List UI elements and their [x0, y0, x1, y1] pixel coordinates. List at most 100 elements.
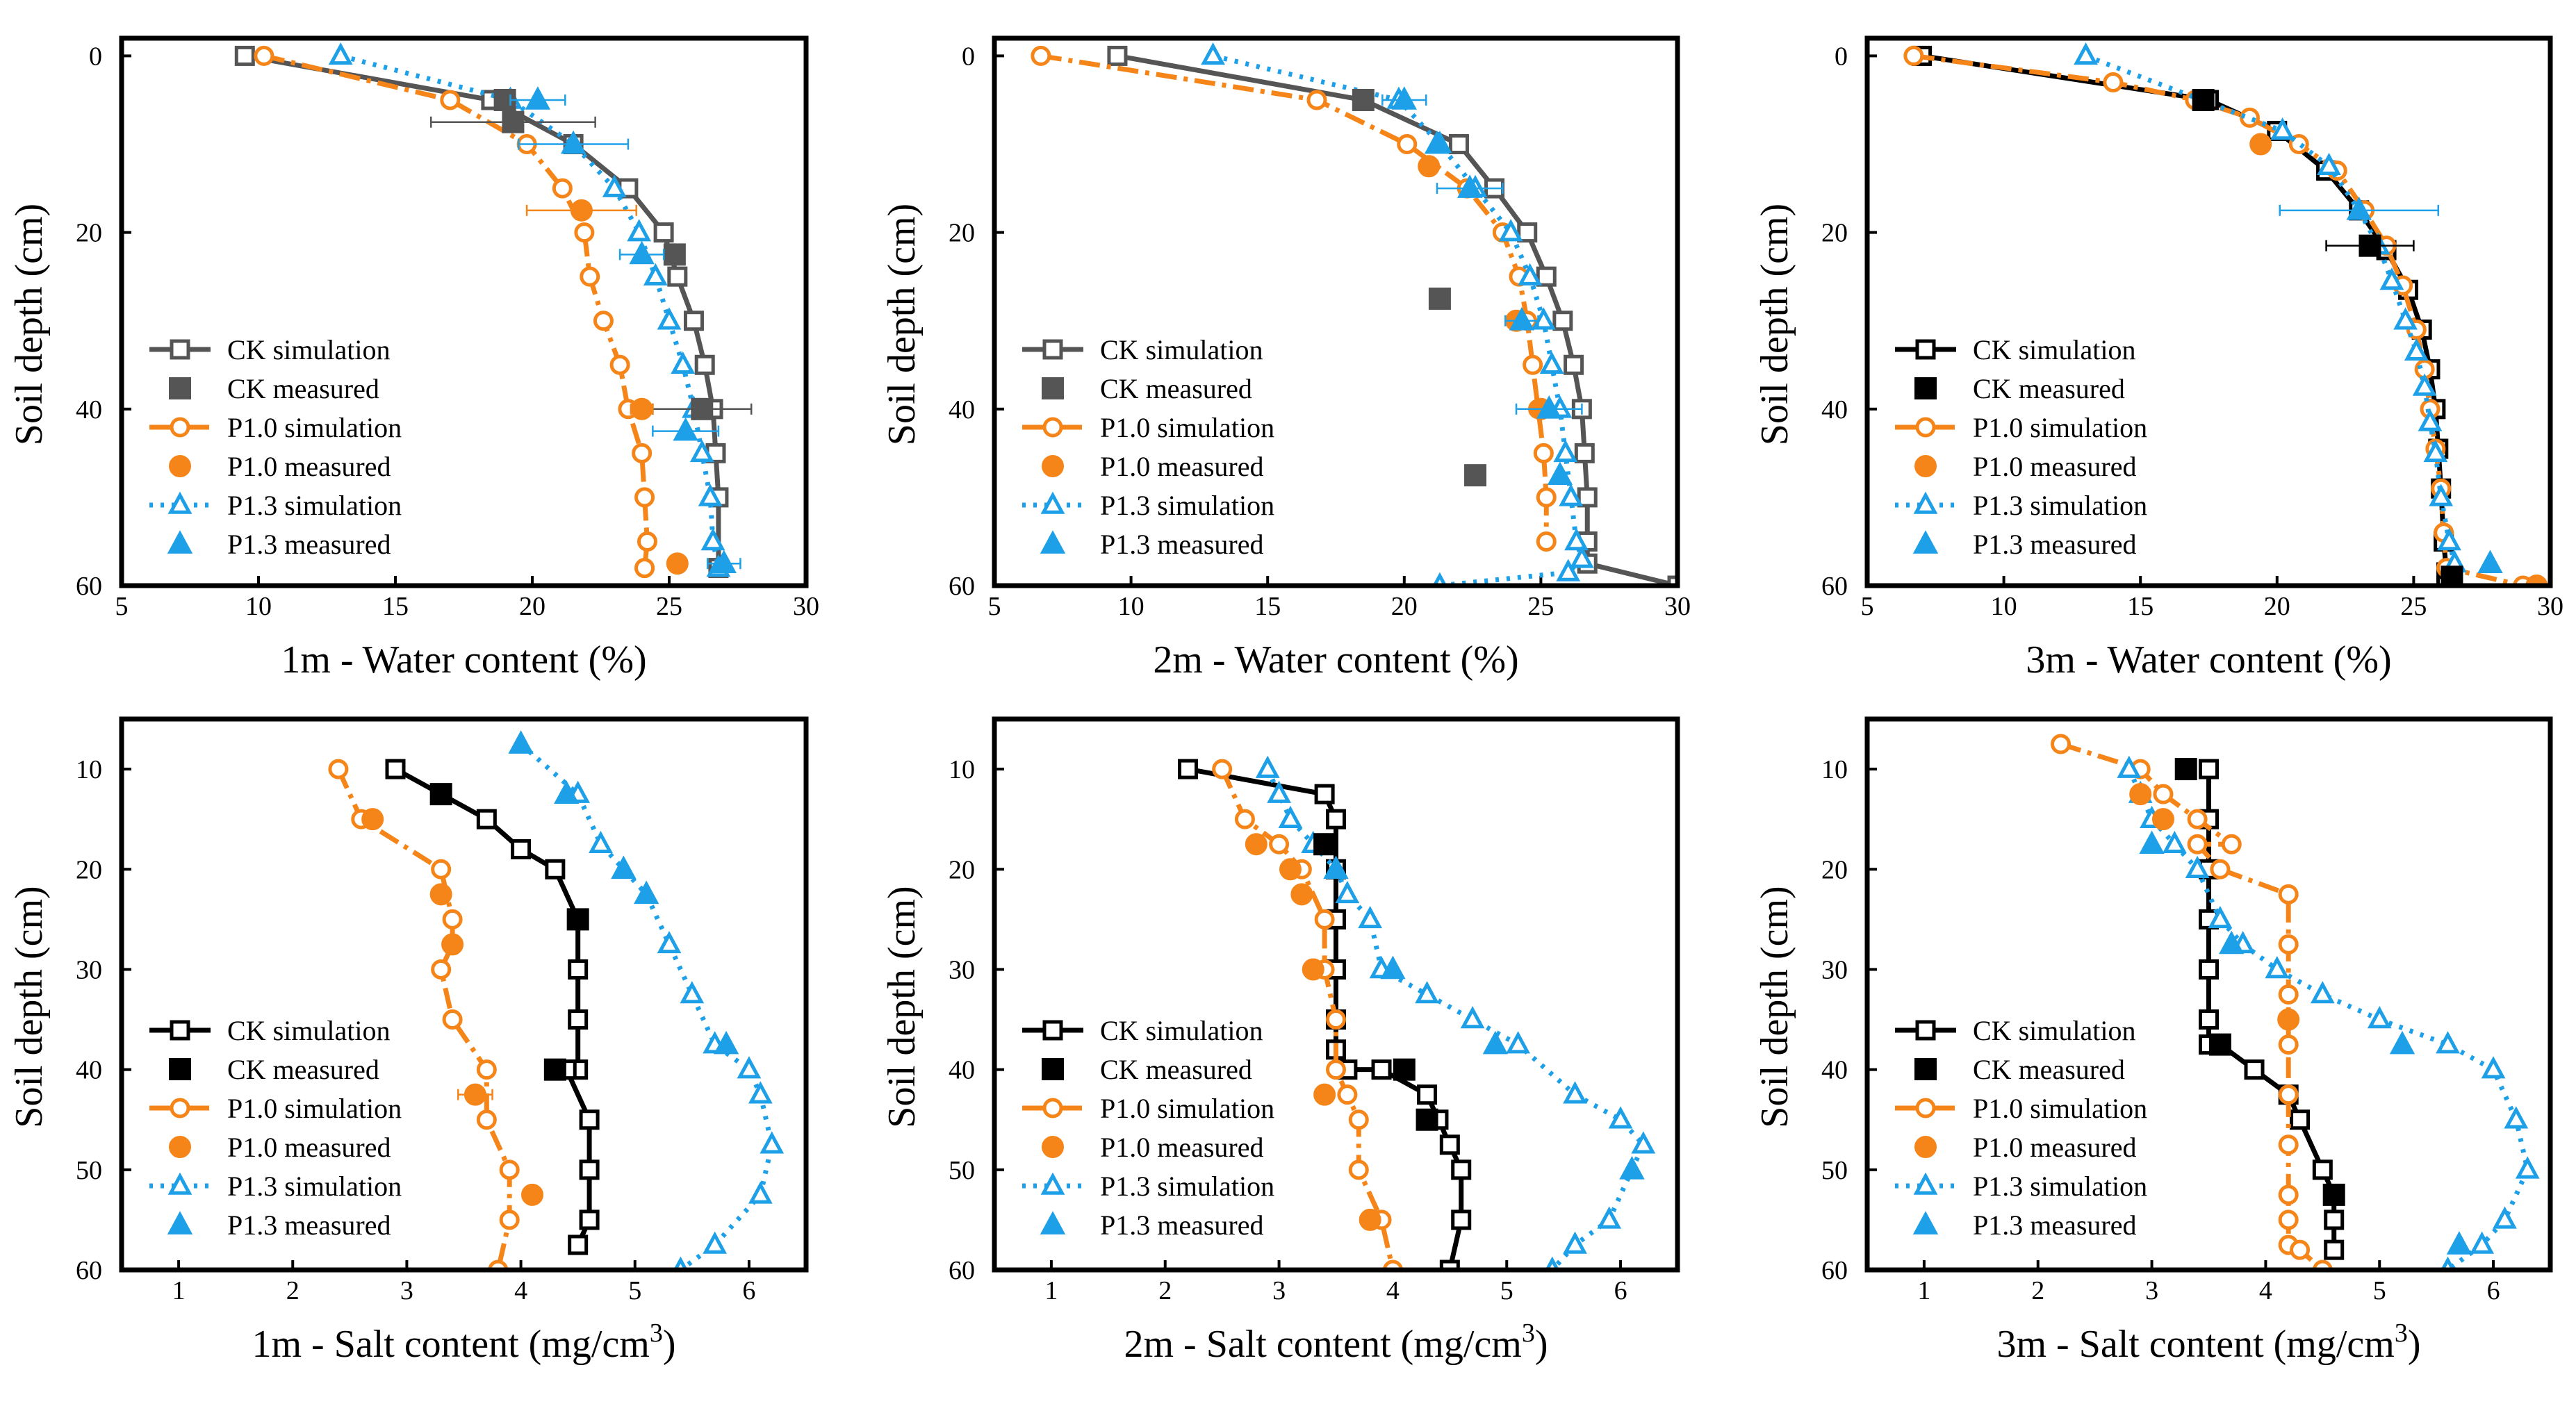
data-point: [568, 1009, 589, 1030]
data-point: [2162, 830, 2187, 853]
data-point: [502, 110, 525, 133]
x-tick-label: 1: [1044, 1276, 1058, 1305]
y-tick-label: 40: [76, 395, 102, 424]
data-point: [2525, 575, 2548, 586]
data-point: [2187, 809, 2208, 829]
series-p1-3-measured: [2279, 197, 2503, 574]
data-point: [1178, 759, 1199, 779]
data-point: [700, 528, 725, 551]
legend-marker: [1042, 339, 1063, 360]
data-point: [2429, 484, 2454, 506]
data-point: [1326, 1009, 1346, 1030]
data-point: [1358, 905, 1383, 929]
data-point: [748, 1081, 773, 1104]
data-point: [361, 808, 384, 831]
data-point: [431, 959, 452, 980]
data-point: [1556, 559, 1581, 581]
series-p1-0-measured: [1245, 833, 1381, 1231]
data-point: [2278, 1034, 2299, 1055]
series-p1-3-measured: [1381, 86, 1583, 485]
data-point: [2219, 930, 2245, 955]
data-point: [689, 439, 714, 463]
data-point: [1518, 263, 1543, 286]
legend-label: CK measured: [227, 1054, 379, 1085]
data-point: [2278, 1209, 2299, 1230]
data-point: [385, 759, 406, 779]
y-tick-label: 30: [949, 955, 975, 984]
data-point: [1417, 1084, 1438, 1105]
x-tick-label: 2: [286, 1276, 300, 1305]
data-point: [666, 552, 689, 575]
series-p1-0-measured: [361, 808, 543, 1206]
series-ck-measured: [1352, 88, 1487, 487]
data-point: [568, 1234, 589, 1255]
plot-frame: [119, 716, 809, 1273]
legend-marker: [170, 339, 190, 360]
data-point: [2174, 758, 2197, 781]
y-tick-label: 0: [89, 42, 102, 71]
legend-label: CK measured: [227, 373, 379, 404]
data-point: [1397, 134, 1418, 155]
data-point: [579, 1209, 600, 1230]
legend-marker: [169, 455, 191, 477]
y-tick-label: 50: [1821, 1156, 1848, 1185]
data-point: [630, 397, 653, 420]
data-point: [637, 531, 657, 552]
legend-label: P1.0 measured: [1100, 1132, 1264, 1163]
legend-label: CK simulation: [227, 1015, 390, 1046]
x-tick-label: 30: [1664, 592, 1691, 621]
x-tick-label: 2: [1158, 1276, 1172, 1305]
legend-marker: [1042, 1098, 1063, 1118]
x-tick-label: 3: [1272, 1276, 1286, 1305]
legend-label: P1.0 simulation: [227, 412, 402, 443]
data-point: [1569, 545, 1594, 568]
data-point: [1424, 130, 1450, 154]
x-tick-label: 30: [793, 592, 819, 621]
legend: CK simulation CK measured P1.0 simulation P…: [1022, 1015, 1274, 1241]
data-point: [2310, 981, 2335, 1004]
y-tick-label: 40: [949, 395, 975, 424]
y-tick-label: 20: [76, 855, 102, 884]
plot-frame: [119, 35, 809, 588]
y-axis-label: Soil depth (cm): [8, 204, 51, 445]
data-point: [2317, 152, 2341, 176]
legend-marker: [167, 530, 193, 554]
data-point: [566, 908, 589, 931]
x-axis-label-text: 2m - Water content (%): [1153, 638, 1518, 682]
legend-label: P1.3 measured: [1973, 1209, 2137, 1241]
legend-marker: [1912, 530, 1939, 554]
data-point: [2074, 42, 2098, 65]
plot-area: [1178, 755, 1656, 1270]
data-point: [1451, 1159, 1472, 1180]
data-point: [1415, 981, 1439, 1004]
data-point: [2324, 1239, 2345, 1260]
x-tick-label: 15: [2127, 592, 2153, 621]
plot-frame: [1864, 35, 2553, 588]
x-tick-label: 4: [514, 1276, 527, 1305]
data-point: [2367, 1006, 2392, 1029]
data-point: [2208, 905, 2233, 929]
legend-marker: [170, 1020, 190, 1041]
legend-label: CK measured: [1973, 1054, 2125, 1085]
data-point: [1314, 784, 1335, 804]
series-p1-0-simulation: [254, 45, 657, 579]
legend-marker: [1914, 377, 1937, 399]
data-point: [589, 830, 613, 853]
data-point: [2324, 1209, 2345, 1230]
data-point: [2290, 1109, 2311, 1130]
data-point: [2477, 550, 2503, 574]
data-point: [634, 487, 655, 508]
legend-label: P1.3 simulation: [1100, 1171, 1274, 1202]
legend-label: CK simulation: [1973, 334, 2135, 365]
data-point: [442, 909, 463, 930]
data-point: [1393, 1058, 1416, 1081]
x-tick-label: 10: [245, 592, 272, 621]
data-point: [1517, 222, 1538, 243]
legend-label: CK simulation: [1973, 1015, 2135, 1046]
data-point: [429, 883, 452, 906]
data-point: [580, 266, 600, 287]
data-point: [574, 222, 595, 243]
data-point: [2151, 808, 2174, 831]
data-point: [328, 759, 349, 779]
data-point: [2418, 408, 2443, 431]
